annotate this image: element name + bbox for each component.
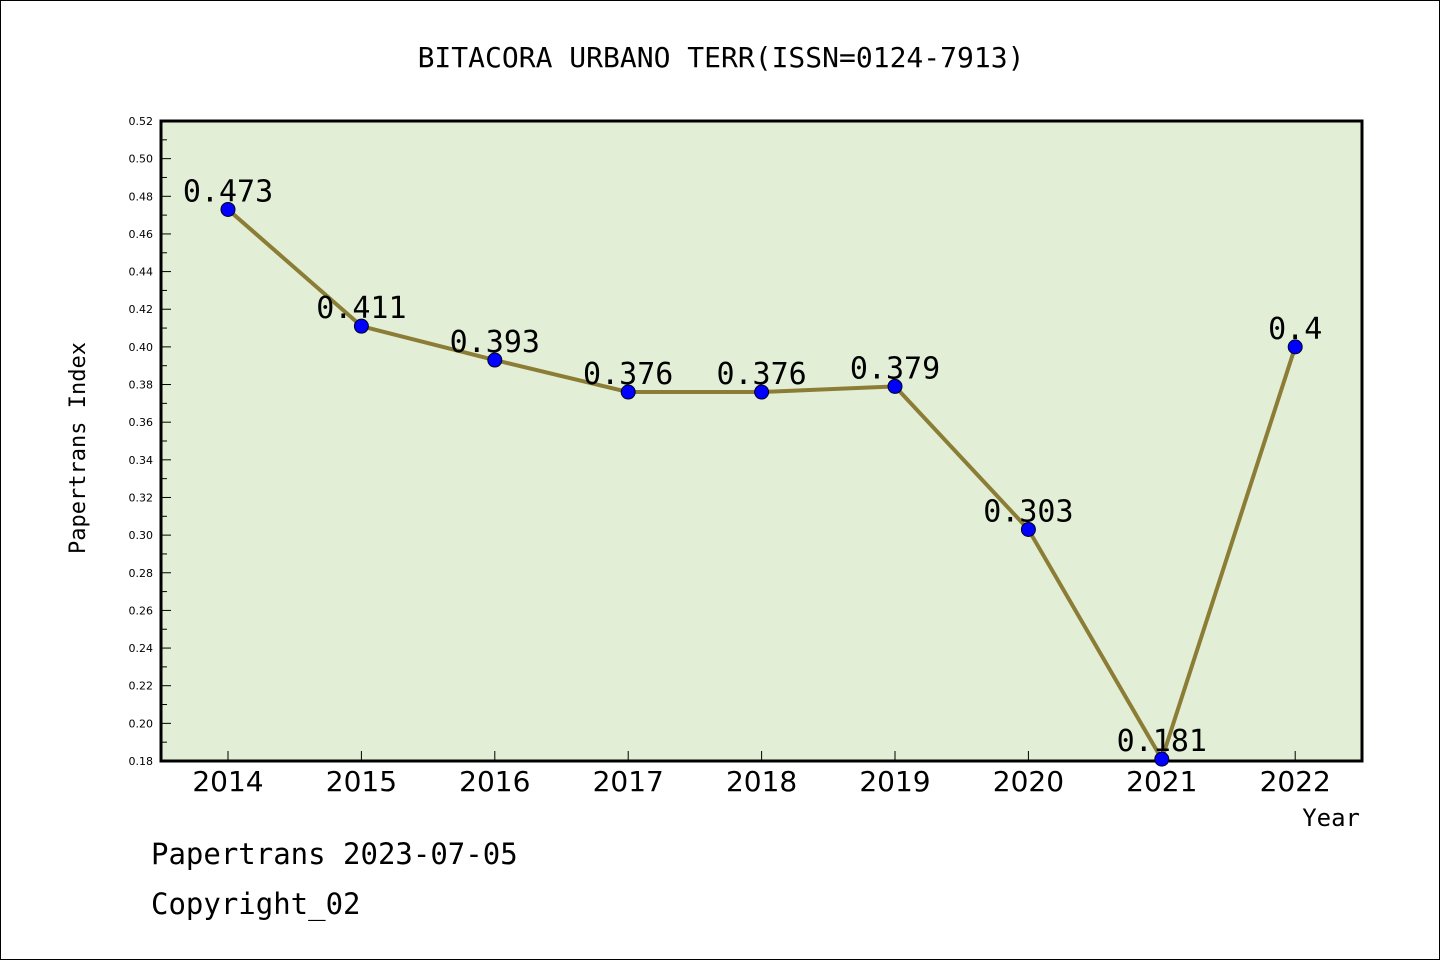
y-tick-label: 0.28 xyxy=(129,567,154,580)
x-tick-label: 2020 xyxy=(993,765,1064,798)
x-tick-label: 2019 xyxy=(859,765,930,798)
data-label: 0.379 xyxy=(850,351,940,386)
data-label: 0.4 xyxy=(1268,312,1322,347)
y-tick-label: 0.20 xyxy=(129,717,154,730)
y-tick-label: 0.42 xyxy=(129,303,154,316)
footer-date-line: Papertrans 2023-07-05 xyxy=(151,837,518,871)
y-tick-label: 0.38 xyxy=(129,379,154,392)
data-label: 0.303 xyxy=(983,494,1073,529)
y-tick-label: 0.44 xyxy=(129,266,154,279)
plot-area xyxy=(159,119,1364,763)
y-tick-label: 0.48 xyxy=(129,190,154,203)
data-label: 0.376 xyxy=(716,357,806,392)
x-tick-label: 2014 xyxy=(192,765,263,798)
data-point xyxy=(1154,751,1170,767)
y-tick-label: 0.36 xyxy=(129,416,154,429)
data-label: 0.411 xyxy=(316,291,406,326)
data-point xyxy=(887,378,903,394)
data-labels: 0.473 0.411 0.393 0.376 0.376 0.379 0.303 0.181… xyxy=(183,174,1322,759)
y-tick-label: 0.22 xyxy=(129,680,154,693)
y-tick-label: 0.50 xyxy=(129,153,154,166)
x-tick-label: 2016 xyxy=(459,765,530,798)
data-label: 0.181 xyxy=(1117,724,1207,759)
data-point xyxy=(353,318,369,334)
data-label: 0.376 xyxy=(583,357,673,392)
y-tick-label: 0.26 xyxy=(129,604,154,617)
x-axis-label: Year xyxy=(1302,804,1360,832)
y-tick-label: 0.32 xyxy=(129,491,154,504)
data-point xyxy=(487,352,503,368)
y-tick-label: 0.40 xyxy=(129,341,154,354)
y-axis-label: Papertrans Index xyxy=(66,342,91,554)
x-axis-ticks: 2014 2015 2016 2017 2018 2019 2020 2021 2022 xyxy=(192,751,1331,798)
y-tick-label: 0.46 xyxy=(129,228,154,241)
x-tick-label: 2018 xyxy=(726,765,797,798)
footer-copyright: Copyright_02 xyxy=(151,887,361,921)
x-tick-label: 2015 xyxy=(326,765,397,798)
y-tick-label: 0.18 xyxy=(129,755,154,768)
data-point xyxy=(620,384,636,400)
series-points xyxy=(220,201,1303,767)
data-point xyxy=(1020,521,1036,537)
data-label: 0.393 xyxy=(450,325,540,360)
y-axis-ticks: 0.18 0.20 0.22 0.24 0.26 0.28 0.30 0.32 0.34 0.36… xyxy=(129,115,171,768)
data-point xyxy=(220,201,236,217)
y-tick-label: 0.52 xyxy=(129,115,154,128)
x-tick-label: 2022 xyxy=(1260,765,1331,798)
x-tick-label: 2021 xyxy=(1126,765,1197,798)
data-point xyxy=(754,384,770,400)
y-tick-label: 0.24 xyxy=(129,642,154,655)
chart-title: BITACORA URBANO TERR(ISSN=0124-7913) xyxy=(418,41,1025,74)
data-label: 0.473 xyxy=(183,174,273,209)
data-point xyxy=(1287,339,1303,355)
x-tick-label: 2017 xyxy=(593,765,664,798)
y-tick-label: 0.34 xyxy=(129,454,154,467)
y-tick-label: 0.30 xyxy=(129,529,154,542)
